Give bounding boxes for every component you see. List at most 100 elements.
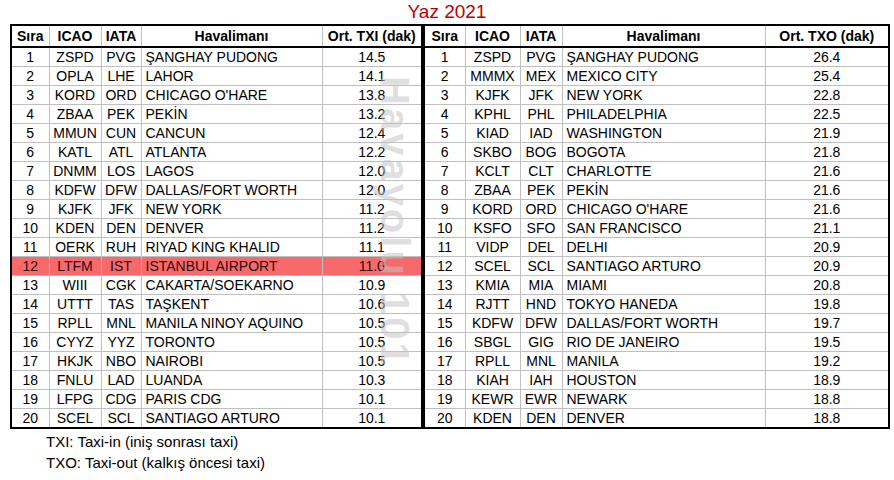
cell-icao: WIII — [49, 276, 101, 295]
cell-rank: 4 — [424, 105, 465, 124]
cell-icao: KSFO — [465, 219, 520, 238]
table-row: 4KPHLPHLPHILADELPHIA22.5 — [424, 105, 889, 124]
cell-icao: KJFK — [49, 200, 101, 219]
cell-iata: MEX — [520, 67, 562, 86]
cell-rank: 14 — [11, 295, 49, 314]
cell-rank: 19 — [424, 390, 465, 409]
column-header-airport: Havalimanı — [562, 25, 765, 47]
table-row: 10KDENDENDENVER11.2 — [11, 219, 422, 238]
table-row: 19LFPGCDGPARIS CDG10.1 — [11, 390, 422, 409]
cell-airport: TORONTO — [141, 333, 322, 352]
cell-iata: CDG — [101, 390, 141, 409]
cell-value: 10.1 — [322, 409, 422, 429]
cell-icao: VIDP — [465, 238, 520, 257]
cell-value: 10.6 — [322, 295, 422, 314]
cell-icao: KDFW — [465, 314, 520, 333]
cell-value: 10.1 — [322, 390, 422, 409]
cell-icao: ZSPD — [49, 47, 101, 67]
cell-value: 19.5 — [765, 333, 889, 352]
cell-rank: 17 — [424, 352, 465, 371]
cell-rank: 12 — [424, 257, 465, 276]
column-header-icao: ICAO — [49, 25, 101, 47]
table-row: 18KIAHIAHHOUSTON18.9 — [424, 371, 889, 390]
cell-iata: BOG — [520, 143, 562, 162]
cell-rank: 9 — [11, 200, 49, 219]
cell-icao: KORD — [49, 86, 101, 105]
cell-value: 11.2 — [322, 200, 422, 219]
cell-icao: RJTT — [465, 295, 520, 314]
cell-value: 14.5 — [322, 47, 422, 67]
taxi-out-table-body: 1ZSPDPVGŞANGHAY PUDONG26.42MMMXMEXMEXICO… — [424, 47, 889, 428]
table-row: 16CYYZYYZTORONTO10.5 — [11, 333, 422, 352]
taxi-in-table-body: 1ZSPDPVGŞANGHAY PUDONG14.52OPLALHELAHOR1… — [11, 47, 422, 428]
cell-iata: LAD — [101, 371, 141, 390]
cell-rank: 13 — [424, 276, 465, 295]
cell-iata: PVG — [520, 47, 562, 67]
taxi-in-table-header: SıraICAOIATAHavalimanıOrt. TXI (dak) — [11, 25, 422, 47]
cell-rank: 7 — [424, 162, 465, 181]
cell-icao: DNMM — [49, 162, 101, 181]
table-row: 13WIIICGKCAKARTA/SOEKARNO10.9 — [11, 276, 422, 295]
cell-icao: SBGL — [465, 333, 520, 352]
footnotes: TXI: Taxi-in (iniş sonrası taxi) TXO: Ta… — [46, 431, 265, 473]
cell-airport: CAKARTA/SOEKARNO — [141, 276, 322, 295]
cell-icao: LFPG — [49, 390, 101, 409]
header-row: SıraICAOIATAHavalimanıOrt. TXO (dak) — [424, 25, 889, 47]
cell-icao: ZBAA — [465, 181, 520, 200]
cell-value: 12.0 — [322, 162, 422, 181]
cell-icao: LTFM — [49, 257, 101, 276]
cell-rank: 5 — [424, 124, 465, 143]
table-row: 3KJFKJFKNEW YORK22.8 — [424, 86, 889, 105]
cell-iata: ORD — [101, 86, 141, 105]
cell-airport: CHICAGO O'HARE — [562, 200, 765, 219]
cell-iata: PEK — [101, 105, 141, 124]
table-row: 1ZSPDPVGŞANGHAY PUDONG14.5 — [11, 47, 422, 67]
cell-airport: TOKYO HANEDA — [562, 295, 765, 314]
table-row: 20SCELSCLSANTIAGO ARTURO10.1 — [11, 409, 422, 429]
cell-rank: 17 — [11, 352, 49, 371]
cell-iata: CGK — [101, 276, 141, 295]
cell-value: 18.8 — [765, 409, 889, 429]
table-row: 5KIADIADWASHINGTON21.9 — [424, 124, 889, 143]
cell-iata: YYZ — [101, 333, 141, 352]
cell-value: 22.8 — [765, 86, 889, 105]
cell-rank: 3 — [11, 86, 49, 105]
table-row: 3KORDORDCHICAGO O'HARE13.8 — [11, 86, 422, 105]
table-row: 7KCLTCLTCHARLOTTE21.6 — [424, 162, 889, 181]
cell-icao: OPLA — [49, 67, 101, 86]
cell-airport: TAŞKENT — [141, 295, 322, 314]
cell-icao: KIAD — [465, 124, 520, 143]
table-row: 9KORDORDCHICAGO O'HARE21.6 — [424, 200, 889, 219]
column-header-airport: Havalimanı — [141, 25, 322, 47]
cell-airport: LAGOS — [141, 162, 322, 181]
cell-rank: 20 — [11, 409, 49, 429]
column-header-rank: Sıra — [424, 25, 465, 47]
table-row: 6SKBOBOGBOGOTA21.8 — [424, 143, 889, 162]
column-header-iata: IATA — [101, 25, 141, 47]
table-row: 5MMUNCUNCANCUN12.4 — [11, 124, 422, 143]
cell-rank: 3 — [424, 86, 465, 105]
cell-rank: 6 — [424, 143, 465, 162]
cell-value: 12.2 — [322, 143, 422, 162]
table-row: 8KDFWDFWDALLAS/FORT WORTH12.0 — [11, 181, 422, 200]
cell-value: 12.4 — [322, 124, 422, 143]
cell-iata: TAS — [101, 295, 141, 314]
cell-airport: MIAMI — [562, 276, 765, 295]
cell-icao: KEWR — [465, 390, 520, 409]
cell-value: 22.5 — [765, 105, 889, 124]
cell-rank: 10 — [11, 219, 49, 238]
page-title: Yaz 2021 — [0, 1, 894, 22]
cell-iata: PHL — [520, 105, 562, 124]
cell-icao: KORD — [465, 200, 520, 219]
cell-airport: PEKİN — [562, 181, 765, 200]
cell-icao: KATL — [49, 143, 101, 162]
cell-airport: MEXICO CITY — [562, 67, 765, 86]
cell-rank: 20 — [424, 409, 465, 429]
cell-rank: 12 — [11, 257, 49, 276]
cell-airport: CANCUN — [141, 124, 322, 143]
cell-value: 10.3 — [322, 371, 422, 390]
cell-rank: 8 — [424, 181, 465, 200]
cell-value: 20.9 — [765, 257, 889, 276]
cell-airport: RIYAD KING KHALID — [141, 238, 322, 257]
ranking-tables-container: SıraICAOIATAHavalimanıOrt. TXI (dak) 1ZS… — [10, 24, 890, 429]
